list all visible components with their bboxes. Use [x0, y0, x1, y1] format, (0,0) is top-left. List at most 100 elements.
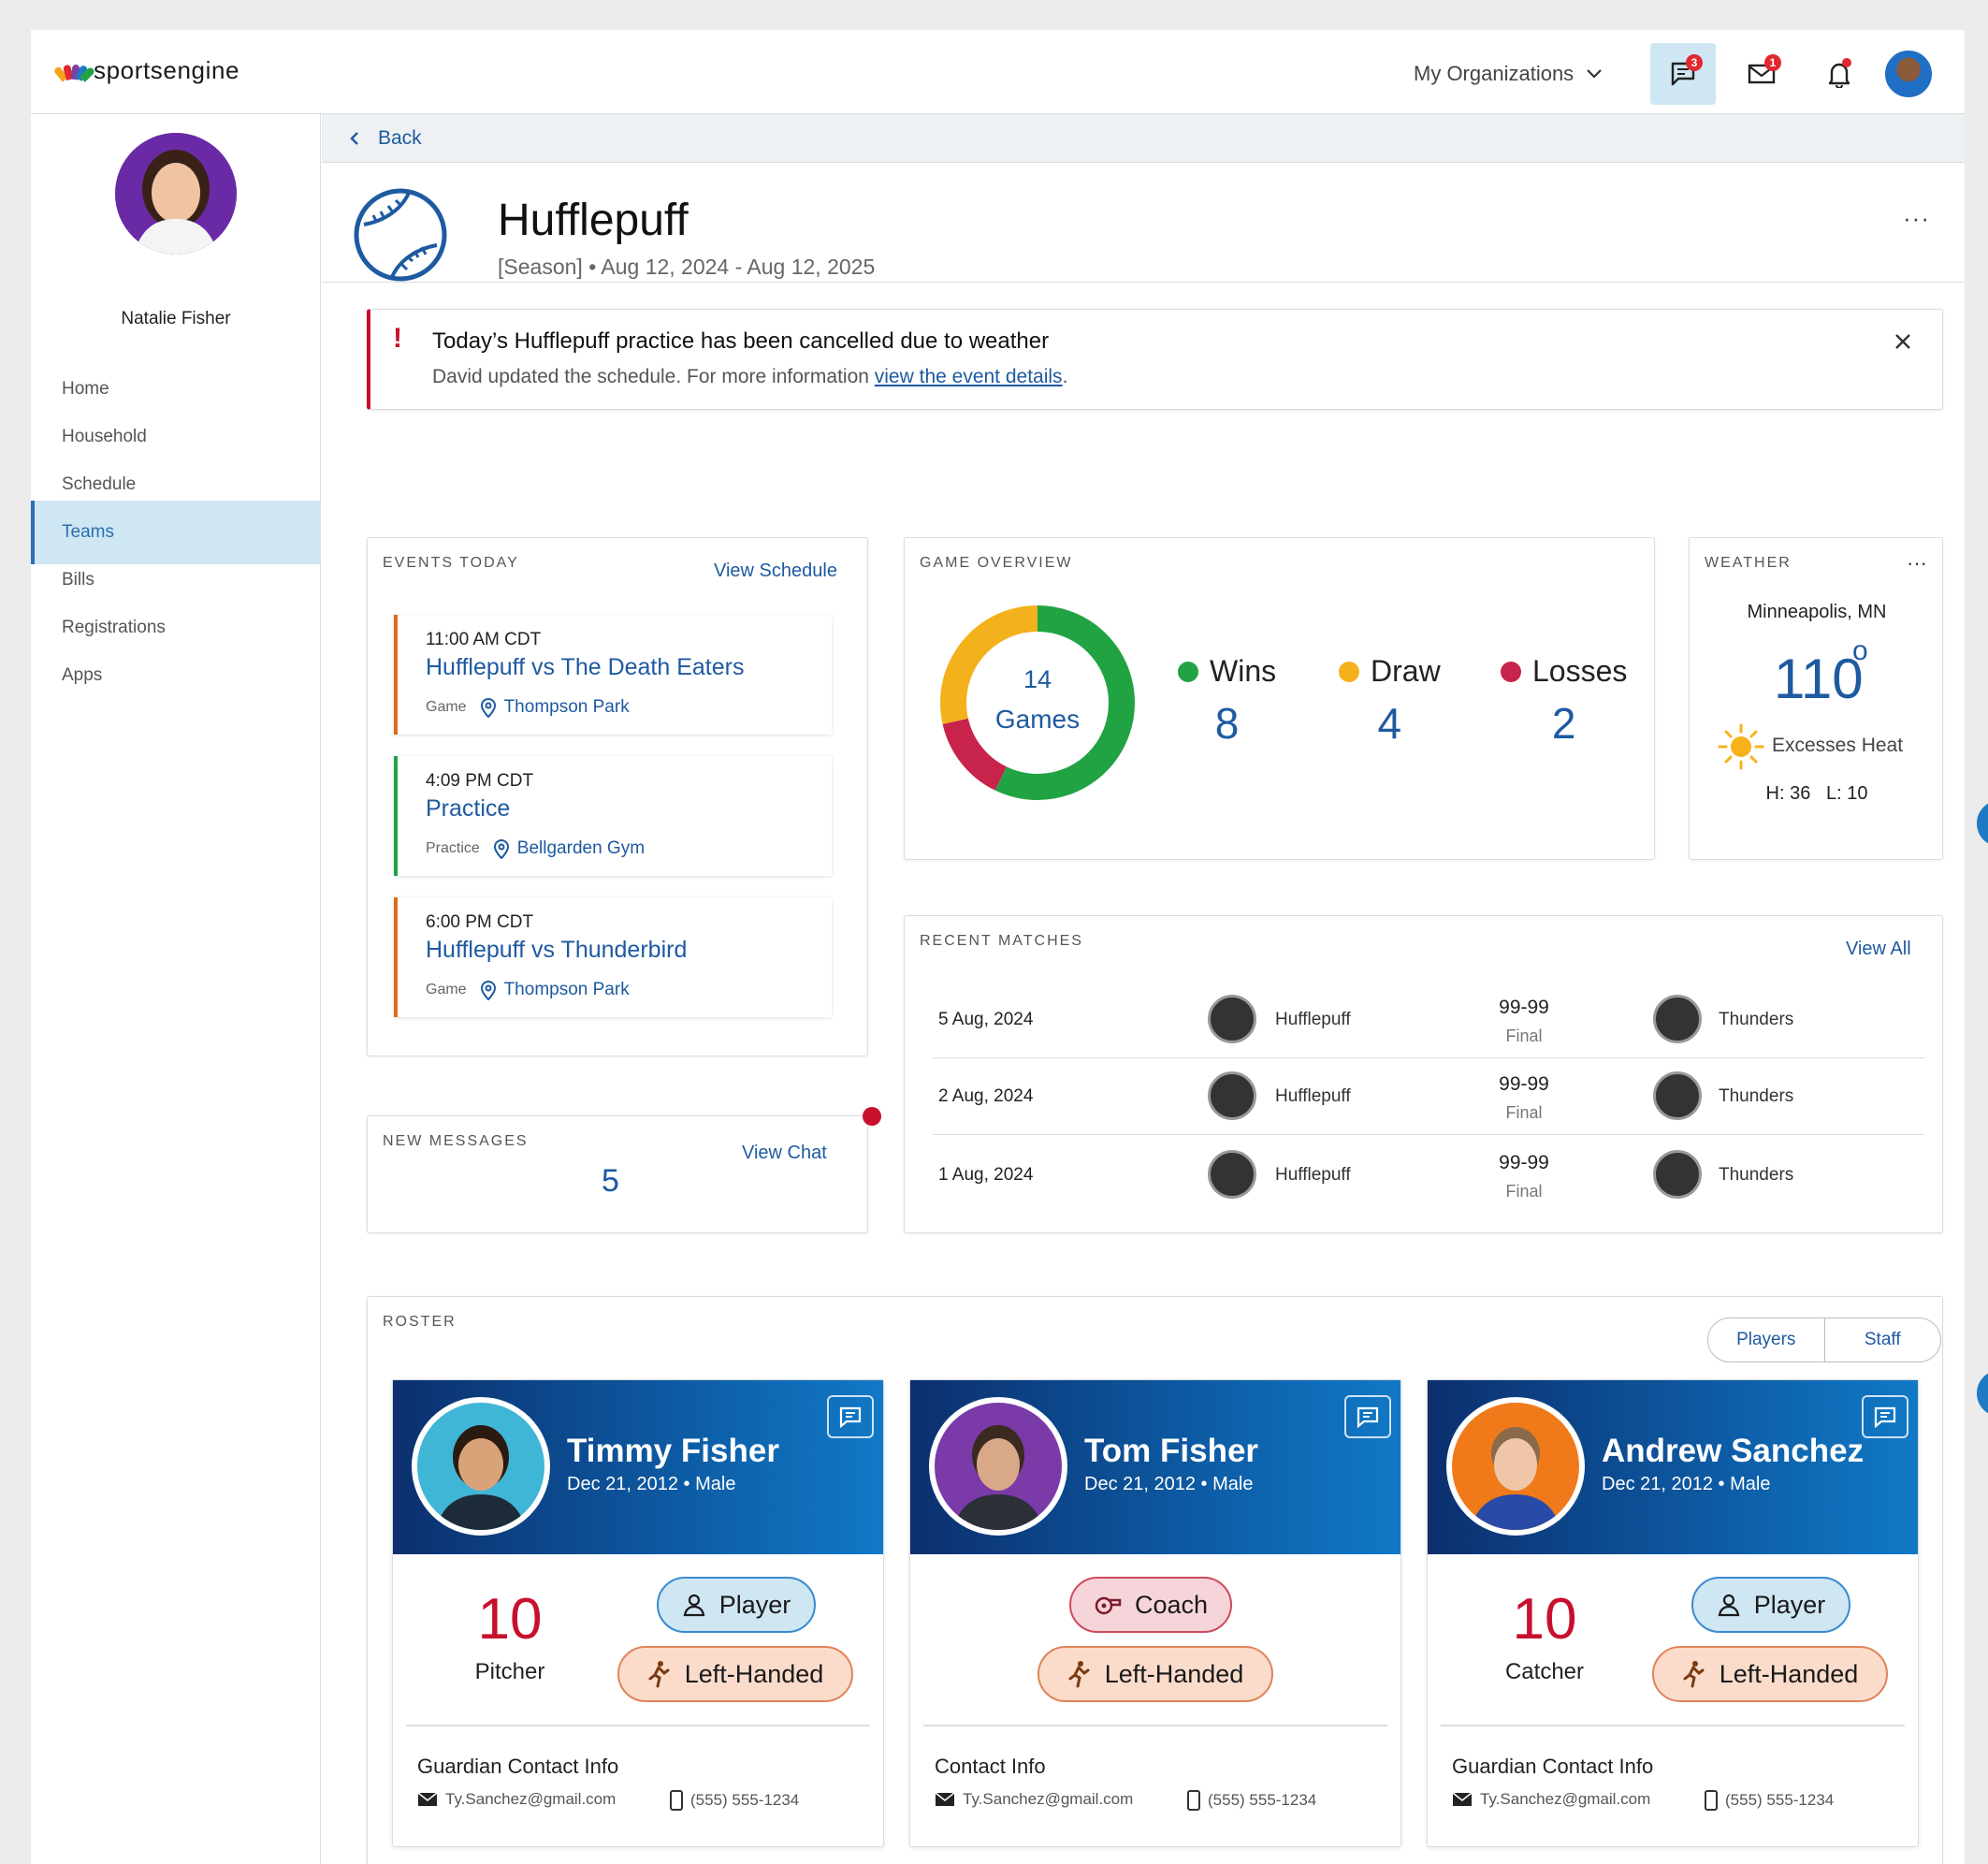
event-title[interactable]: Practice — [426, 795, 511, 822]
staff-name: Tom Fisher — [1084, 1433, 1259, 1469]
team-name: Hufflepuff — [498, 196, 689, 245]
side-panel-handle[interactable] — [1977, 1370, 1988, 1417]
location-label: Thompson Park — [503, 697, 630, 717]
phone-icon — [670, 1790, 683, 1811]
sun-icon — [1718, 723, 1764, 770]
weather-more-icon[interactable]: ··· — [1907, 551, 1927, 575]
location-pin-icon — [480, 698, 496, 718]
alert-body: David updated the schedule. For more inf… — [432, 366, 1067, 388]
sidebar-item-schedule[interactable]: Schedule — [62, 474, 137, 494]
message-player-button[interactable] — [827, 1395, 874, 1438]
profile-avatar[interactable] — [115, 133, 237, 255]
draw-stat: Draw 4 — [1339, 654, 1441, 749]
peacock-logo-icon — [52, 63, 96, 82]
recent-matches-card: RECENT MATCHES View All 5 Aug, 2024 Huff… — [904, 915, 1943, 1233]
more-options-icon[interactable]: ··· — [1903, 204, 1930, 232]
email-value: Ty.Sanchez@gmail.com — [445, 1790, 617, 1808]
contact-email[interactable]: Ty.Sanchez@gmail.com — [417, 1790, 616, 1809]
sidebar-item-home[interactable]: Home — [62, 379, 109, 399]
chat-button[interactable]: 3 — [1650, 43, 1716, 105]
contact-phone[interactable]: (555) 555-1234 — [670, 1790, 799, 1811]
match-date: 2 Aug, 2024 — [938, 1086, 1034, 1106]
event-item[interactable]: 6:00 PM CDT Hufflepuff vs Thunderbird Ga… — [394, 897, 832, 1017]
event-item[interactable]: 4:09 PM CDT Practice Practice Bellgarden… — [394, 756, 832, 876]
event-details-link[interactable]: view the event details — [874, 366, 1063, 387]
match-row[interactable]: 5 Aug, 2024 Hufflepuff 99-99 Final Thund… — [933, 982, 1924, 1058]
tab-players[interactable]: Players — [1736, 1330, 1796, 1349]
match-status: Final — [1505, 1182, 1543, 1201]
sidebar-item-bills[interactable]: Bills — [62, 570, 94, 590]
message-player-button[interactable] — [1862, 1395, 1908, 1438]
match-row[interactable]: 2 Aug, 2024 Hufflepuff 99-99 Final Thund… — [933, 1058, 1924, 1135]
season-label: [Season] — [498, 255, 583, 279]
message-staff-button[interactable] — [1344, 1395, 1391, 1438]
player-position: Catcher — [1504, 1659, 1585, 1684]
my-organizations-dropdown[interactable]: My Organizations — [1414, 62, 1602, 86]
view-schedule-link[interactable]: View Schedule — [714, 561, 837, 581]
handedness-label: Left-Handed — [684, 1659, 824, 1688]
team-logo-icon — [1653, 1071, 1702, 1120]
user-name: Natalie Fisher — [121, 309, 231, 328]
roster-staff-card[interactable]: Tom Fisher Dec 21, 2012 • Male Coach Lef… — [909, 1379, 1401, 1847]
handedness-pill: Left-Handed — [617, 1646, 853, 1702]
mail-badge: 1 — [1764, 54, 1781, 71]
overview-title: GAME OVERVIEW — [920, 555, 1073, 571]
role-label: Player — [718, 1590, 791, 1619]
brand-logo[interactable]: sportsengine — [52, 56, 240, 85]
notifications-button[interactable] — [1807, 43, 1872, 105]
location-label: Thompson Park — [503, 980, 630, 999]
event-location[interactable]: Bellgarden Gym — [493, 838, 645, 859]
sidebar-item-teams[interactable]: Teams — [31, 501, 321, 564]
mail-button[interactable]: 1 — [1729, 43, 1794, 105]
player-details: Dec 21, 2012 • Male — [567, 1474, 736, 1494]
player-name: Andrew Sanchez — [1602, 1433, 1865, 1469]
donut-center-label: Games — [994, 705, 1081, 734]
sidebar-item-apps[interactable]: Apps — [62, 665, 103, 685]
sidebar-item-household[interactable]: Household — [62, 427, 147, 446]
contact-email[interactable]: Ty.Sanchez@gmail.com — [1452, 1790, 1650, 1809]
event-title[interactable]: Hufflepuff vs The Death Eaters — [426, 654, 745, 680]
player-avatar — [1446, 1397, 1585, 1536]
back-button[interactable]: Back — [350, 127, 422, 150]
contact-email[interactable]: Ty.Sanchez@gmail.com — [935, 1790, 1133, 1809]
location-label: Bellgarden Gym — [516, 838, 646, 858]
roster-player-card[interactable]: Timmy Fisher Dec 21, 2012 • Male 10 Pitc… — [392, 1379, 884, 1847]
brand-name: sportsengine — [94, 56, 240, 84]
match-score: 99-99 — [1499, 997, 1549, 1018]
weather-title: WEATHER — [1705, 555, 1792, 571]
event-location[interactable]: Thompson Park — [480, 980, 630, 1000]
event-title[interactable]: Hufflepuff vs Thunderbird — [426, 937, 688, 963]
side-panel-handle[interactable] — [1977, 800, 1988, 847]
weather-alert-banner: ! Today’s Hufflepuff practice has been c… — [367, 309, 1943, 410]
team-logo-icon — [1208, 1071, 1256, 1120]
draw-value: 4 — [1377, 699, 1402, 748]
email-value: Ty.Sanchez@gmail.com — [963, 1790, 1134, 1808]
tab-staff[interactable]: Staff — [1823, 1318, 1941, 1362]
card-divider — [1441, 1725, 1905, 1726]
back-bar: Back — [322, 114, 1965, 163]
phone-value: (555) 555-1234 — [1208, 1791, 1317, 1809]
phone-value: (555) 555-1234 — [1725, 1791, 1835, 1809]
match-score: 99-99 — [1499, 1152, 1549, 1173]
view-chat-link[interactable]: View Chat — [742, 1143, 827, 1163]
roster-player-card[interactable]: Andrew Sanchez Dec 21, 2012 • Male 10 Ca… — [1427, 1379, 1919, 1847]
event-location[interactable]: Thompson Park — [480, 697, 630, 718]
phone-icon — [1705, 1790, 1718, 1811]
sidebar-item-registrations[interactable]: Registrations — [62, 618, 166, 637]
player-card-header: Timmy Fisher Dec 21, 2012 • Male — [393, 1380, 883, 1554]
close-icon[interactable] — [1894, 332, 1912, 351]
event-item[interactable]: 11:00 AM CDT Hufflepuff vs The Death Eat… — [394, 615, 832, 735]
player-card-header: Andrew Sanchez Dec 21, 2012 • Male — [1428, 1380, 1918, 1554]
back-label: Back — [378, 127, 422, 149]
event-time: 6:00 PM CDT — [426, 912, 534, 932]
match-row[interactable]: 1 Aug, 2024 Hufflepuff 99-99 Final Thund… — [933, 1137, 1924, 1214]
user-avatar[interactable] — [1885, 51, 1932, 97]
person-icon — [1718, 1594, 1740, 1617]
view-all-link[interactable]: View All — [1846, 939, 1911, 959]
phone-value: (555) 555-1234 — [690, 1791, 800, 1809]
handedness-pill: Left-Handed — [1038, 1646, 1273, 1702]
contact-phone[interactable]: (555) 555-1234 — [1187, 1790, 1316, 1811]
events-today-card: EVENTS TODAY View Schedule 11:00 AM CDT … — [367, 537, 868, 1056]
contact-phone[interactable]: (555) 555-1234 — [1705, 1790, 1834, 1811]
games-donut-chart — [940, 605, 1135, 800]
